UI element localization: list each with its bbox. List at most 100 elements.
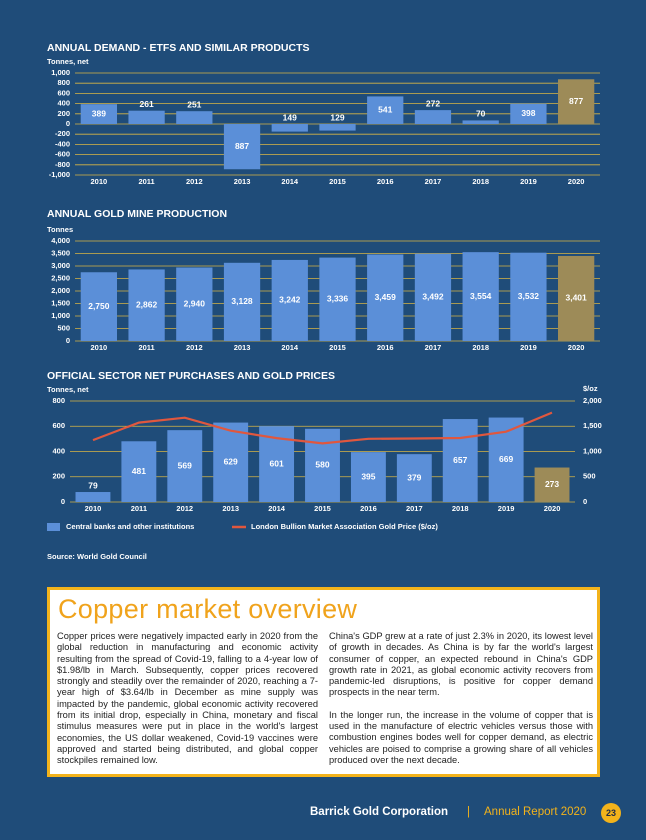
x-tick-label: 2012 [186, 177, 203, 186]
x-tick-label: 2017 [425, 177, 442, 186]
x-tick-label: 2014 [281, 343, 299, 352]
y-tick-label: 3,500 [51, 248, 70, 257]
value-label: 3,459 [375, 292, 397, 302]
value-label: 2,940 [184, 299, 206, 309]
y-tick-label: 800 [52, 396, 65, 405]
y-tick-label: 2,500 [51, 273, 70, 282]
y-tick-label: 200 [52, 472, 65, 481]
x-tick-label: 2012 [186, 343, 203, 352]
bar [350, 452, 386, 502]
value-label: 70 [476, 109, 486, 119]
x-tick-label: 2016 [377, 177, 394, 186]
bar [80, 272, 117, 341]
value-label: 379 [407, 472, 421, 482]
value-label: 601 [269, 458, 283, 468]
legend-label: London Bullion Market Association Gold P… [251, 522, 438, 531]
y-tick-label: 0 [61, 497, 65, 506]
x-tick-label: 2018 [452, 504, 469, 513]
bar [223, 124, 261, 170]
bar [396, 454, 432, 502]
x-tick-label: 2014 [268, 504, 286, 513]
value-label: 79 [88, 480, 98, 490]
x-tick-label: 2020 [568, 343, 585, 352]
bar [558, 79, 595, 124]
x-tick-label: 2019 [520, 343, 537, 352]
value-label: 272 [426, 98, 440, 108]
bar [176, 111, 213, 124]
x-tick-label: 2015 [329, 177, 346, 186]
x-tick-label: 2013 [234, 343, 251, 352]
bar [510, 252, 547, 341]
charts: ANNUAL DEMAND - ETFS AND SIMILAR PRODUCT… [47, 42, 602, 531]
y-tick-label: 0 [66, 119, 70, 128]
value-label: 149 [283, 112, 297, 122]
bar [462, 252, 499, 341]
x-tick-label: 2018 [472, 177, 489, 186]
value-label: 877 [569, 96, 583, 106]
value-label: 481 [132, 466, 146, 476]
value-label: 3,242 [279, 295, 301, 305]
bar [319, 257, 356, 341]
x-tick-label: 2010 [91, 177, 108, 186]
x-tick-label: 2015 [329, 343, 346, 352]
value-label: 129 [330, 112, 344, 122]
bar [442, 419, 478, 502]
x-tick-label: 2010 [85, 504, 102, 513]
bar [367, 96, 404, 124]
x-tick-label: 2011 [138, 177, 154, 186]
x-tick-label: 2016 [360, 504, 377, 513]
y2-tick-label: 500 [583, 472, 596, 481]
value-label: 251 [187, 99, 201, 109]
y2-axis-label: $/oz [583, 384, 598, 393]
y-tick-label: 1,000 [51, 68, 70, 77]
y-tick-label: 400 [57, 99, 70, 108]
x-tick-label: 2015 [314, 504, 331, 513]
bar [176, 267, 213, 341]
y-tick-label: 4,000 [51, 236, 70, 245]
y-tick-label: 1,500 [51, 298, 70, 307]
value-label: 273 [545, 479, 559, 489]
bar [167, 430, 203, 502]
bar [271, 124, 308, 132]
bar [213, 422, 249, 502]
y-tick-label: 600 [57, 88, 70, 97]
y-tick-label: -400 [55, 139, 70, 148]
page-number: 23 [601, 803, 621, 823]
x-tick-label: 2018 [472, 343, 489, 352]
separator: | [467, 806, 470, 818]
y-tick-label: -600 [55, 150, 70, 159]
copper-section: Copper market overview Copper prices wer… [47, 587, 600, 777]
value-label: 3,128 [231, 296, 253, 306]
chart-title: ANNUAL DEMAND - ETFS AND SIMILAR PRODUCT… [47, 42, 310, 54]
x-tick-label: 2019 [498, 504, 515, 513]
value-label: 2,750 [88, 301, 110, 311]
x-tick-label: 2013 [234, 177, 251, 186]
y-tick-label: -200 [55, 129, 70, 138]
y-tick-label: 600 [52, 421, 65, 430]
bar [319, 124, 356, 131]
paragraph: China's GDP grew at a rate of just 2.3% … [329, 631, 593, 698]
value-label: 669 [499, 454, 513, 464]
x-tick-label: 2013 [222, 504, 239, 513]
x-tick-label: 2017 [406, 504, 423, 513]
bar [223, 262, 261, 341]
y2-tick-label: 1,500 [583, 421, 602, 430]
value-label: 2,862 [136, 299, 158, 309]
y2-tick-label: 2,000 [583, 396, 602, 405]
value-label: 398 [521, 108, 535, 118]
report-name: Annual Report 2020 [484, 806, 587, 818]
paragraph: In the longer run, the increase in the v… [329, 709, 593, 765]
value-label: 580 [315, 460, 329, 470]
value-label: 3,532 [518, 291, 540, 301]
y-tick-label: 500 [57, 323, 70, 332]
value-label: 629 [224, 457, 238, 467]
value-label: 887 [235, 141, 249, 151]
bar [121, 441, 157, 502]
bar [367, 254, 404, 341]
value-label: 395 [361, 471, 375, 481]
y-tick-label: 400 [52, 446, 65, 455]
y2-tick-label: 0 [583, 497, 587, 506]
bar [80, 104, 117, 124]
legend-label: Central banks and other institutions [66, 522, 194, 531]
x-tick-label: 2011 [131, 504, 147, 513]
